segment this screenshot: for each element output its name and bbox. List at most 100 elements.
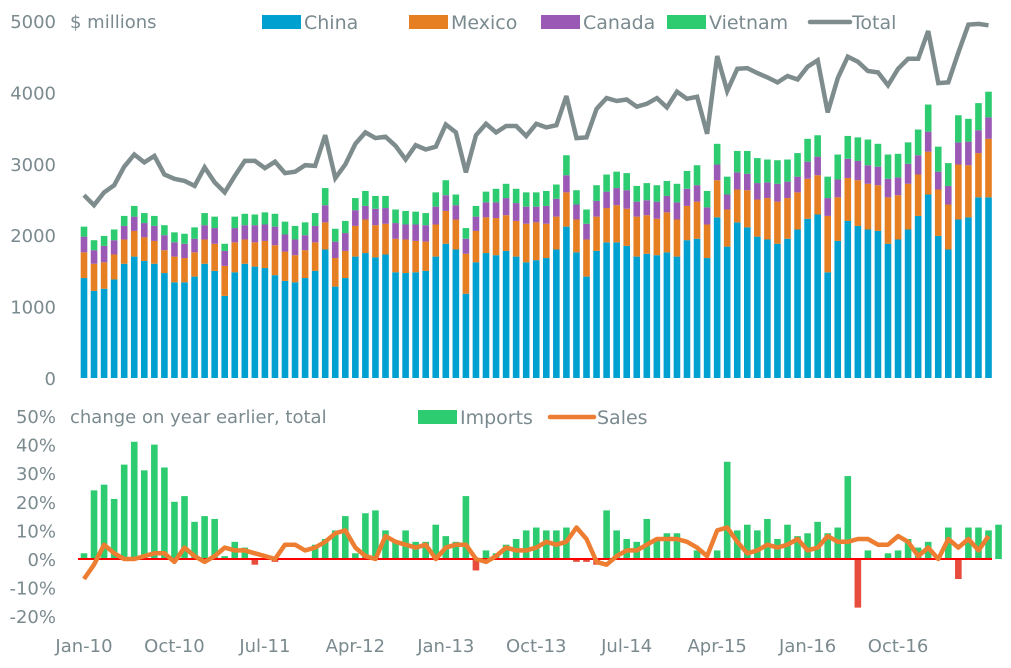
bar-segment-canada	[684, 189, 691, 206]
bar-segment-canada	[965, 142, 972, 166]
imports-bar	[91, 490, 98, 559]
bar-segment-mexico	[633, 217, 640, 257]
bar-segment-vietnam	[925, 105, 932, 132]
bar-segment-china	[221, 296, 228, 378]
bar-segment-mexico	[242, 239, 249, 263]
bar-segment-vietnam	[865, 140, 872, 166]
bar-segment-vietnam	[754, 158, 761, 183]
bar-segment-china	[231, 272, 238, 378]
bar-segment-mexico	[875, 185, 882, 231]
bar-segment-china	[935, 236, 942, 378]
bar-segment-china	[724, 247, 731, 378]
bar-segment-china	[764, 239, 771, 378]
x-tick-label: Jan-16	[778, 636, 836, 657]
bar-segment-vietnam	[975, 103, 982, 130]
bar-segment-mexico	[422, 242, 429, 271]
bar-segment-mexico	[623, 209, 630, 246]
bar-segment-vietnam	[814, 135, 821, 156]
bar-segment-canada	[744, 174, 751, 190]
bar-segment-canada	[593, 201, 600, 217]
bar-segment-canada	[814, 157, 821, 176]
bar-segment-china	[865, 229, 872, 378]
bar-segment-canada	[925, 132, 932, 152]
bar-segment-china	[422, 271, 429, 378]
x-tick-label: Jul-14	[600, 636, 652, 657]
bar-segment-canada	[724, 195, 731, 210]
bar-segment-canada	[754, 183, 761, 199]
bar-segment-vietnam	[453, 195, 460, 206]
bar-segment-vietnam	[794, 153, 801, 177]
bar-segment-mexico	[161, 250, 168, 273]
bar-segment-vietnam	[724, 177, 731, 195]
bar-segment-mexico	[674, 219, 681, 256]
bar-segment-canada	[543, 206, 550, 224]
bar-segment-canada	[432, 207, 439, 225]
bar-segment-vietnam	[804, 139, 811, 162]
bar-segment-canada	[784, 182, 791, 198]
bar-segment-canada	[362, 206, 369, 220]
bar-segment-china	[432, 257, 439, 378]
bar-segment-mexico	[81, 252, 88, 278]
bar-segment-mexico	[664, 212, 671, 252]
bar-segment-china	[292, 282, 299, 378]
bar-segment-canada	[312, 226, 319, 242]
bar-segment-canada	[875, 167, 882, 186]
bar-segment-china	[804, 219, 811, 378]
bar-segment-canada	[141, 223, 148, 237]
x-tick-label: Apr-12	[326, 636, 385, 657]
bar-segment-mexico	[392, 239, 399, 273]
bar-segment-vietnam	[272, 214, 279, 227]
bar-segment-china	[191, 277, 198, 378]
bar-segment-canada	[674, 202, 681, 219]
bar-segment-vietnam	[553, 185, 560, 199]
bar-segment-mexico	[533, 222, 540, 260]
bar-segment-mexico	[131, 231, 138, 257]
bar-segment-mexico	[834, 197, 841, 241]
bar-segment-mexico	[945, 204, 952, 249]
bar-segment-mexico	[352, 226, 359, 257]
bar-segment-china	[684, 240, 691, 378]
legend-label-sales: Sales	[597, 407, 648, 429]
legend-label-total: Total	[851, 12, 896, 34]
bar-segment-china	[593, 251, 600, 378]
bar-segment-mexico	[754, 200, 761, 237]
bar-segment-china	[905, 229, 912, 378]
bar-segment-vietnam	[985, 92, 992, 118]
bottom-y-tick-label: 10%	[16, 521, 56, 542]
bar-segment-canada	[473, 217, 480, 231]
bar-segment-mexico	[784, 198, 791, 239]
bar-segment-vietnam	[935, 147, 942, 172]
bar-segment-china	[262, 268, 269, 378]
bar-segment-china	[754, 237, 761, 378]
bar-segment-canada	[342, 233, 349, 251]
imports-bar	[603, 510, 610, 559]
bar-segment-china	[453, 249, 460, 378]
bar-segment-china	[603, 242, 610, 378]
bar-segment-china	[493, 255, 500, 378]
bar-segment-china	[583, 277, 590, 378]
bar-segment-canada	[704, 207, 711, 224]
bar-segment-mexico	[111, 254, 118, 279]
bar-segment-mexico	[865, 184, 872, 230]
imports-bar	[845, 476, 852, 559]
bar-segment-china	[784, 239, 791, 378]
bar-segment-china	[714, 217, 721, 378]
bar-segment-vietnam	[171, 232, 178, 242]
bar-segment-mexico	[563, 192, 570, 226]
bottom-y-tick-label: -20%	[9, 607, 56, 628]
bar-segment-vietnam	[744, 151, 751, 174]
bar-segment-mexico	[402, 239, 409, 273]
bar-segment-china	[814, 214, 821, 378]
bar-segment-canada	[402, 224, 409, 239]
x-tick-label: Jul-11	[238, 636, 290, 657]
bar-segment-mexico	[201, 239, 208, 263]
bar-segment-vietnam	[543, 191, 550, 206]
legend-label-imports: Imports	[460, 407, 533, 429]
bar-segment-mexico	[302, 250, 309, 278]
bar-segment-china	[322, 249, 329, 378]
imports-bars	[81, 442, 1002, 608]
bar-segment-mexico	[191, 252, 198, 276]
x-tick-label: Jan-10	[54, 636, 112, 657]
bar-segment-mexico	[814, 175, 821, 214]
bar-segment-china	[845, 221, 852, 378]
